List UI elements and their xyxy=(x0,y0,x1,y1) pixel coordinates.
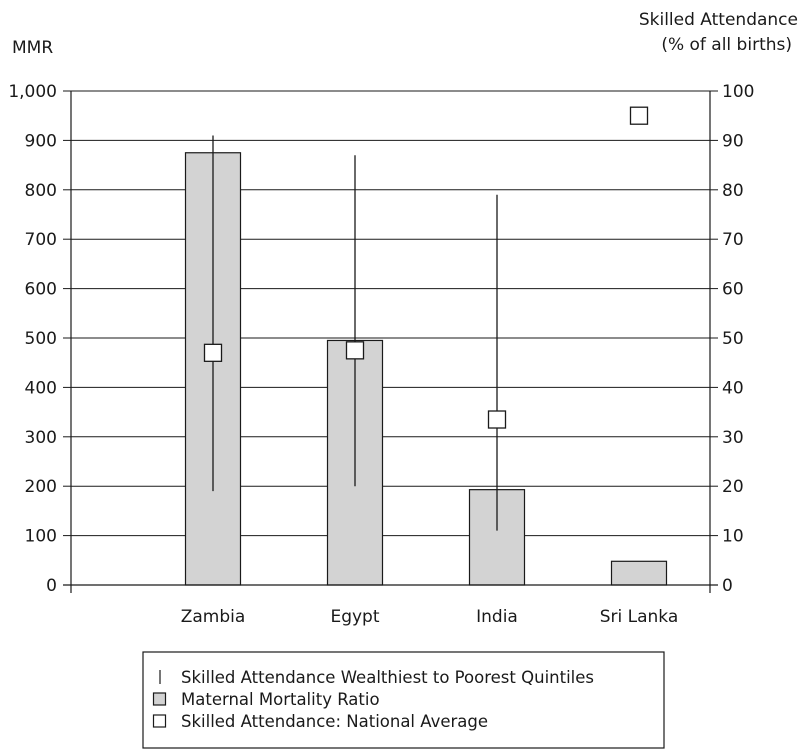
left-tick-label: 800 xyxy=(25,181,57,201)
right-tick-label: 20 xyxy=(722,477,744,497)
category-label: Egypt xyxy=(330,607,379,627)
category-label: India xyxy=(476,607,518,627)
right-tick-label: 30 xyxy=(722,428,744,448)
legend-label-bar: Maternal Mortality Ratio xyxy=(181,690,380,709)
legend-box xyxy=(142,651,665,749)
legend-label-range: Skilled Attendance Wealthiest to Poorest… xyxy=(181,668,594,687)
right-axis-title-line1: Skilled Attendance xyxy=(639,10,798,30)
national-average-marker xyxy=(629,106,649,125)
right-tick-label: 40 xyxy=(722,378,744,398)
axes xyxy=(63,90,718,593)
left-tick-label: 500 xyxy=(25,329,57,349)
category-labels: Zambia Egypt India Sri Lanka xyxy=(181,607,679,627)
right-tick-label: 10 xyxy=(722,527,744,547)
right-axis-title-line2: (% of all births) xyxy=(661,35,792,55)
national-average-marker xyxy=(345,341,365,360)
right-tick-labels: 0 10 20 30 40 50 60 70 80 90 100 xyxy=(722,82,754,596)
right-tick-label: 60 xyxy=(722,280,744,300)
national-average-marker xyxy=(487,410,507,429)
left-tick-label: 900 xyxy=(25,131,57,151)
left-tick-label: 600 xyxy=(25,280,57,300)
legend: Skilled Attendance Wealthiest to Poorest… xyxy=(142,651,665,749)
bars xyxy=(184,152,668,586)
right-tick-label: 50 xyxy=(722,329,744,349)
right-tick-label: 90 xyxy=(722,131,744,151)
right-tick-label: 0 xyxy=(722,576,733,596)
left-tick-label: 0 xyxy=(46,576,57,596)
bar-mmr xyxy=(610,560,668,586)
category-label: Sri Lanka xyxy=(600,607,679,627)
legend-marker-symbol xyxy=(152,714,167,728)
legend-bar-symbol xyxy=(152,692,167,706)
left-tick-label: 400 xyxy=(25,378,57,398)
left-tick-label: 200 xyxy=(25,477,57,497)
markers xyxy=(203,106,649,429)
right-tick-label: 100 xyxy=(722,82,754,102)
left-tick-label: 100 xyxy=(25,527,57,547)
category-label: Zambia xyxy=(181,607,246,627)
left-tick-label: 300 xyxy=(25,428,57,448)
national-average-marker xyxy=(203,343,223,362)
left-tick-label: 700 xyxy=(25,230,57,250)
gridlines xyxy=(71,90,710,537)
legend-label-marker: Skilled Attendance: National Average xyxy=(181,712,488,731)
ranges xyxy=(212,135,498,531)
right-tick-label: 70 xyxy=(722,230,744,250)
left-tick-labels: 0 100 200 300 400 500 600 700 800 900 1,000 xyxy=(8,82,57,596)
left-axis-title: MMR xyxy=(12,38,53,58)
left-tick-label: 1,000 xyxy=(8,82,57,102)
right-tick-label: 80 xyxy=(722,181,744,201)
